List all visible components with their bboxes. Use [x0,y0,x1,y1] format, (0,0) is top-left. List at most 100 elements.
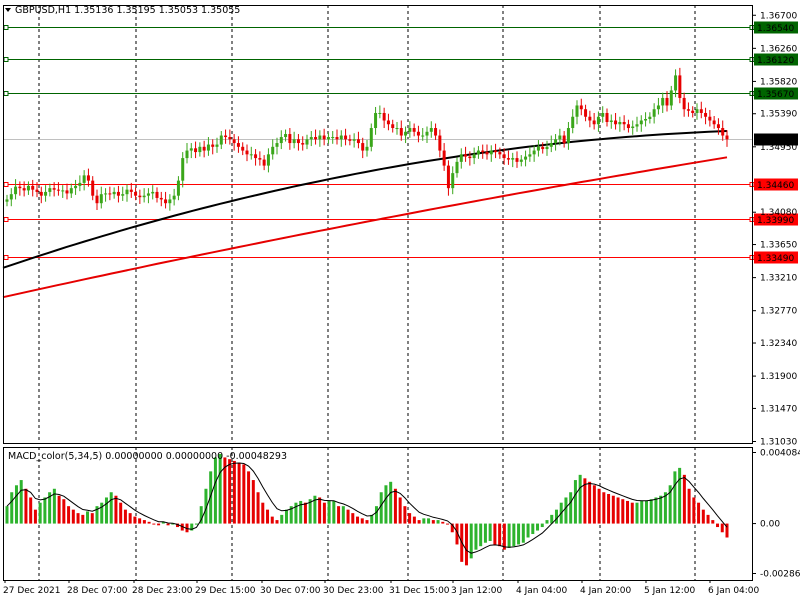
candle-up [61,190,65,192]
macd-bar [280,514,284,524]
macd-bar [256,492,260,524]
level-price-tag [754,213,798,226]
candle-down [116,191,120,196]
candle-down [704,112,708,117]
candle-up [596,116,600,125]
macd-bar [474,523,478,550]
macd-bar [564,497,568,524]
level-price-label: 1.36120 [757,56,794,66]
macd-bar [119,502,123,524]
candle-down [228,137,232,140]
candle-up [219,135,223,145]
candle-down [22,188,26,191]
macd-bar [479,523,483,547]
macd-bar [294,502,298,524]
macd-bar [616,497,620,524]
candle-down [446,165,450,189]
candle-up [331,137,335,139]
macd-bar [322,502,326,524]
macd-bar [692,497,696,524]
candle-up [571,116,575,129]
candle-up [451,173,455,189]
time-tick-label: 30 Dec 07:00 [260,586,321,596]
dropdown-triangle-icon[interactable] [5,8,11,12]
candle-up [609,120,613,123]
candle-down [194,148,198,153]
candle-down [254,154,258,159]
candle-up [472,154,476,159]
level-price-label: 1.35670 [757,90,794,100]
candle-down [52,188,56,190]
symbol-header-text: GBPUSD,H1 1.35136 1.35195 1.35053 1.3505… [15,5,240,16]
macd-bar [701,509,705,524]
macd-bar [540,523,544,528]
macd-bar [152,523,156,525]
candle-down [588,116,592,121]
level-anchor [3,255,9,260]
candle-down [515,158,519,162]
macd-bar [725,523,729,538]
price-axis: 1.36700 1.36260 1.35820 1.35390 1.34950 1.340… [752,11,800,580]
price-tick-label: 1.31030 [760,438,797,448]
candle-down [678,75,682,98]
macd-bar [62,499,66,524]
macd-bar [412,516,416,524]
candle-down [86,175,90,181]
price-panel-border [3,5,753,444]
price-tick-label: 1.35390 [760,110,797,120]
candle-up [326,137,330,140]
candle-down [716,124,720,129]
candle-up [575,105,579,117]
candle-down [245,150,249,155]
macd-bar [109,492,113,524]
candle-down [301,143,305,145]
moving-averages [2,130,728,299]
candle-down [386,120,390,125]
macd-bar [578,474,582,524]
level-anchor [3,182,9,187]
macd-bar [5,506,9,524]
candle-up [528,154,532,157]
macd-bar [90,513,94,524]
macd-bar [682,474,686,524]
macd-bar [716,523,720,528]
macd-bar [114,495,118,524]
candle-up [339,135,343,140]
candle-up [176,180,180,196]
candle-down [129,189,133,192]
candle-up [26,185,30,191]
price-tick-label: 1.31900 [760,372,797,382]
candle-down [399,128,403,136]
price-tick-label: 1.36260 [760,44,797,54]
macd-bar [209,471,213,524]
macd-bar [76,513,80,524]
candle-down [622,122,626,125]
candle-up [532,150,536,155]
macd-tick-label: -0.002869 [760,570,800,580]
candles [5,67,729,211]
macd-tick-label: 0.00 [760,520,780,530]
candle-up [365,146,369,151]
candle-up [545,146,549,150]
candle-down [562,135,566,144]
macd-bar [71,509,75,524]
candle-up [292,139,296,144]
candle-up [48,188,52,192]
macd-bar [308,499,312,524]
level-price-tag [754,53,798,66]
macd-bar [678,467,682,524]
horizontal-levels[interactable]: 1.36540 1.36120 1.35670 1.34460 1.33990 1.334… [3,21,798,265]
macd-bar [507,523,511,548]
candle-up [249,154,253,156]
candle-down [236,143,240,147]
candle-up [511,158,515,160]
macd-bar [199,506,203,524]
candle-down [202,146,206,151]
macd-bar [10,492,14,524]
macd-bar [697,502,701,524]
price-tick-label: 1.34950 [760,143,797,153]
macd-bar [379,492,383,524]
level-price-label: 1.34460 [757,181,794,191]
macd-bar [498,523,502,547]
